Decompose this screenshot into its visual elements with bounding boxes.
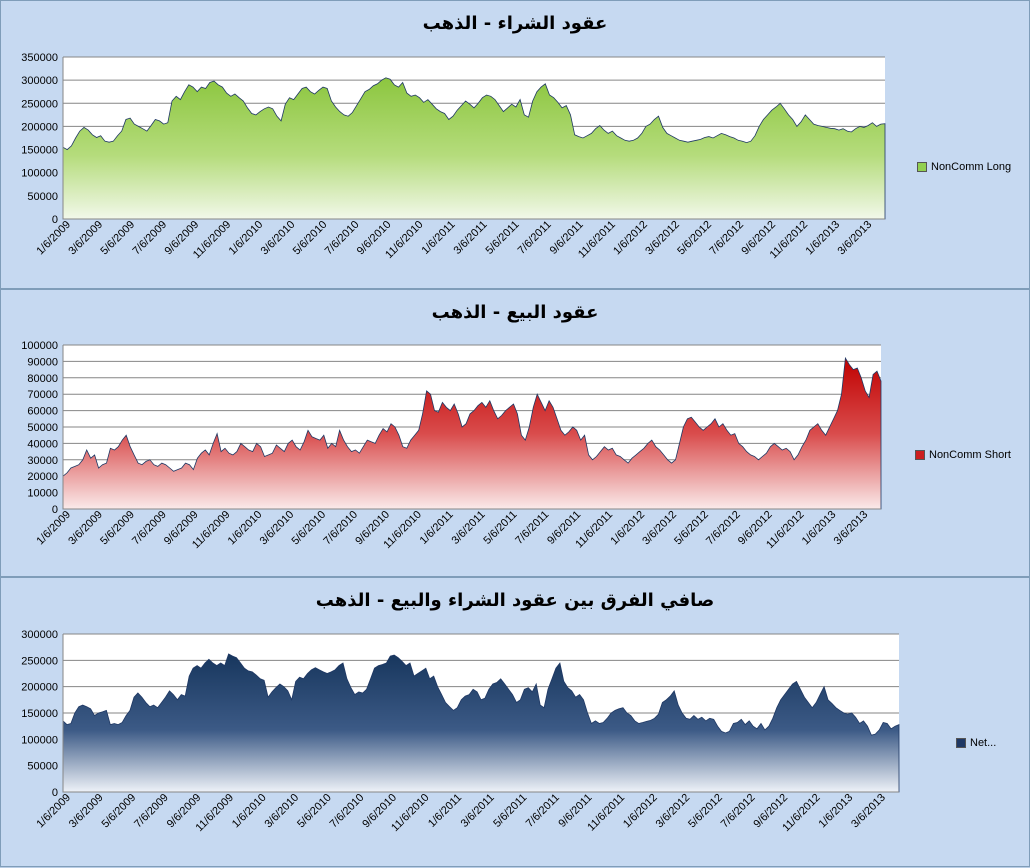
x-tick-label: 3/6/2010 <box>263 792 302 831</box>
x-tick-label: 7/6/2010 <box>323 219 362 258</box>
x-tick-label: 5/6/2011 <box>491 792 529 830</box>
y-tick-label: 90000 <box>27 356 58 368</box>
chart-title-long: عقود الشراء - الذهب <box>422 13 608 34</box>
x-tick-label: 1/6/2010 <box>227 219 266 258</box>
x-tick-label: 1/6/2012 <box>611 219 650 258</box>
x-tick-label: 3/6/2011 <box>450 509 488 547</box>
series-area <box>62 356 882 510</box>
x-tick-label: 7/6/2012 <box>707 219 746 258</box>
y-tick-label: 50000 <box>27 422 58 434</box>
legend-short: NonComm Short <box>915 449 1011 461</box>
y-tick-label: 100000 <box>21 340 58 352</box>
x-tick-label: 1/6/2011 <box>419 219 457 257</box>
chart-title-short: عقود البيع - الذهب <box>431 302 599 323</box>
y-tick-label: 40000 <box>27 438 58 450</box>
x-tick-label: 3/6/2013 <box>832 509 871 548</box>
x-tick-label: 3/6/2010 <box>259 219 298 258</box>
x-tick-label: 7/6/2009 <box>130 219 169 258</box>
x-tick-label: 5/6/2010 <box>295 792 334 831</box>
x-tick-label: 3/6/2013 <box>849 792 888 831</box>
x-tick-label: 7/6/2012 <box>719 792 758 831</box>
y-tick-label: 250000 <box>21 98 58 110</box>
x-tick-label: 1/6/2011 <box>426 792 464 830</box>
x-tick-label: 5/6/2012 <box>672 509 711 548</box>
legend-label-net: Net... <box>970 737 997 749</box>
x-tick-label: 1/6/2013 <box>803 219 842 258</box>
legend-long: NonComm Long <box>917 161 1011 173</box>
y-tick-label: 150000 <box>21 145 58 157</box>
x-tick-label: 7/6/2009 <box>132 792 171 831</box>
y-tick-label: 10000 <box>27 488 58 500</box>
chart-title-net: صافي الفرق بين عقود الشراء والبيع - الذه… <box>315 590 715 611</box>
y-tick-label: 60000 <box>27 406 58 418</box>
x-tick-label: 3/6/2012 <box>654 792 693 831</box>
y-tick-label: 70000 <box>27 389 58 401</box>
x-tick-label: 1/6/2012 <box>621 792 660 831</box>
x-tick-label: 1/6/2012 <box>608 509 647 548</box>
y-tick-label: 300000 <box>21 629 58 641</box>
legend-label-short: NonComm Short <box>929 449 1011 461</box>
y-tick-label: 0 <box>52 787 58 799</box>
y-tick-label: 200000 <box>21 121 58 133</box>
y-tick-label: 0 <box>52 504 58 516</box>
y-tick-label: 20000 <box>27 471 58 483</box>
x-tick-label: 5/6/2010 <box>289 509 328 548</box>
x-tick-label: 7/6/2012 <box>704 509 743 548</box>
y-tick-label: 300000 <box>21 75 58 87</box>
series-area <box>62 653 900 793</box>
x-tick-label: 7/6/2011 <box>524 792 562 830</box>
x-tick-label: 5/6/2009 <box>100 792 139 831</box>
chart-panel-long: عقود الشراء - الذهب 0 50000 100000 150000 20… <box>0 0 1030 289</box>
x-tick-label: 5/6/2012 <box>686 792 725 831</box>
series-area <box>62 77 886 220</box>
y-tick-label: 50000 <box>27 191 58 203</box>
x-tick-label: 3/6/2011 <box>459 792 497 830</box>
x-tick-label: 1/6/2013 <box>800 509 839 548</box>
x-tick-label: 3/6/2009 <box>66 509 105 548</box>
x-tick-label: 5/6/2010 <box>291 219 330 258</box>
y-tick-label: 350000 <box>21 52 58 64</box>
legend-swatch-short <box>915 450 925 461</box>
chart-panel-net: صافي الفرق بين عقود الشراء والبيع - الذه… <box>0 577 1030 867</box>
x-tick-label: 7/6/2011 <box>516 219 554 257</box>
y-tick-label: 80000 <box>27 373 58 385</box>
x-tick-label: 3/6/2011 <box>452 219 490 257</box>
y-tick-label: 0 <box>52 214 58 226</box>
legend-swatch-long <box>917 162 927 173</box>
x-tick-label: 1/6/2013 <box>817 792 856 831</box>
x-tick-label: 5/6/2012 <box>675 219 714 258</box>
x-tick-label: 3/6/2012 <box>640 509 679 548</box>
y-tick-label: 100000 <box>21 168 58 180</box>
x-tick-label: 7/6/2010 <box>328 792 367 831</box>
x-tick-label: 7/6/2011 <box>513 509 551 547</box>
y-tick-label: 50000 <box>27 761 58 773</box>
y-tick-label: 100000 <box>21 734 58 746</box>
y-tick-label: 250000 <box>21 655 58 667</box>
chart-plot-net: 0 50000 100000 150000 200000 250000 300000 1/6/… <box>21 629 900 834</box>
legend-swatch-net <box>956 738 966 749</box>
x-tick-label: 3/6/2010 <box>258 509 297 548</box>
y-tick-label: 200000 <box>21 682 58 694</box>
x-tick-label: 7/6/2009 <box>130 509 169 548</box>
x-tick-label: 7/6/2010 <box>321 509 360 548</box>
x-tick-label: 1/6/2010 <box>230 792 269 831</box>
chart-plot-long: 0 50000 100000 150000 200000 250000 300000 3500… <box>21 52 886 261</box>
x-tick-label: 3/6/2009 <box>67 792 106 831</box>
legend-label-long: NonComm Long <box>931 161 1012 173</box>
y-tick-label: 150000 <box>21 708 58 720</box>
x-tick-label: 3/6/2013 <box>836 219 875 258</box>
x-tick-label: 5/6/2011 <box>481 509 519 547</box>
chart-panel-short: عقود البيع - الذهب 0 10000 20000 30000 40000… <box>0 289 1030 577</box>
x-tick-label: 1/6/2010 <box>226 509 265 548</box>
x-tick-label: 1/6/2011 <box>418 509 456 547</box>
legend-net: Net... <box>956 737 996 749</box>
y-tick-label: 30000 <box>27 455 58 467</box>
x-tick-label: 5/6/2009 <box>98 219 137 258</box>
x-tick-label: 3/6/2012 <box>643 219 682 258</box>
x-tick-label: 5/6/2011 <box>484 219 522 257</box>
x-tick-label: 5/6/2009 <box>98 509 137 548</box>
chart-plot-short: 0 10000 20000 30000 40000 50000 60000 70000 8000… <box>21 340 882 551</box>
x-tick-label: 3/6/2009 <box>66 219 105 258</box>
